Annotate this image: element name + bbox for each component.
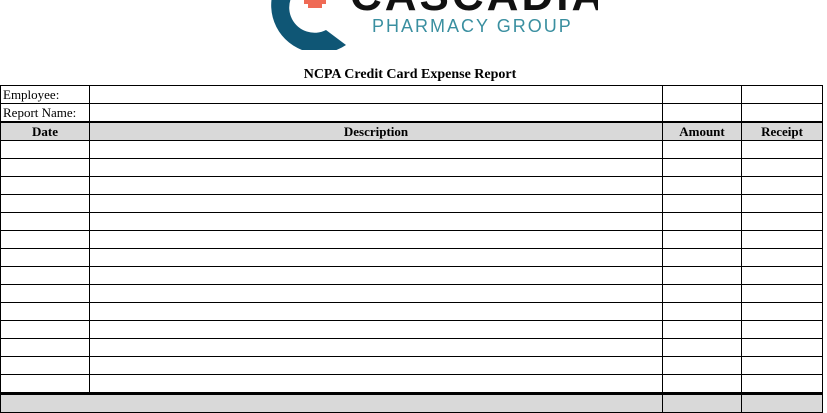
description-cell[interactable] (89, 248, 663, 267)
employee-extra-2[interactable] (741, 85, 823, 104)
description-cell[interactable] (89, 140, 663, 159)
table-row (0, 158, 823, 177)
date-cell[interactable] (0, 266, 90, 285)
date-cell[interactable] (0, 284, 90, 303)
receipt-cell[interactable] (741, 248, 823, 267)
description-cell[interactable] (89, 158, 663, 177)
date-cell[interactable] (0, 302, 90, 321)
table-row (0, 248, 823, 267)
description-cell[interactable] (89, 176, 663, 195)
report-name-row: Report Name: (0, 103, 823, 123)
description-cell[interactable] (89, 356, 663, 375)
receipt-cell[interactable] (741, 374, 823, 394)
receipt-cell[interactable] (741, 140, 823, 159)
date-cell[interactable] (0, 140, 90, 159)
table-row (0, 266, 823, 285)
col-receipt: Receipt (741, 121, 823, 141)
date-cell[interactable] (0, 356, 90, 375)
amount-cell[interactable] (662, 158, 742, 177)
receipt-cell[interactable] (741, 338, 823, 357)
date-cell[interactable] (0, 176, 90, 195)
amount-cell[interactable] (662, 284, 742, 303)
total-amount-cell (662, 392, 742, 413)
receipt-cell[interactable] (741, 266, 823, 285)
description-cell[interactable] (89, 338, 663, 357)
table-row (0, 194, 823, 213)
total-row (0, 392, 823, 413)
amount-cell[interactable] (662, 266, 742, 285)
employee-row: Employee: (0, 85, 823, 104)
amount-cell[interactable] (662, 248, 742, 267)
expense-table: Employee: Report Name: Date Description … (0, 85, 823, 413)
table-row (0, 212, 823, 231)
total-label-cell (0, 392, 663, 413)
amount-cell[interactable] (662, 320, 742, 339)
total-receipt-cell (741, 392, 823, 413)
description-cell[interactable] (89, 320, 663, 339)
table-row (0, 176, 823, 195)
amount-cell[interactable] (662, 338, 742, 357)
table-row (0, 302, 823, 321)
receipt-cell[interactable] (741, 284, 823, 303)
receipt-cell[interactable] (741, 158, 823, 177)
report-name-extra-2[interactable] (741, 103, 823, 123)
date-cell[interactable] (0, 230, 90, 249)
date-cell[interactable] (0, 374, 90, 394)
amount-cell[interactable] (662, 176, 742, 195)
description-cell[interactable] (89, 302, 663, 321)
date-cell[interactable] (0, 194, 90, 213)
report-title: NCPA Credit Card Expense Report (303, 67, 517, 82)
description-cell[interactable] (89, 212, 663, 231)
cascadia-logo: CASCADIA PHARMACY GROUP (258, 0, 598, 50)
table-row (0, 230, 823, 249)
employee-input[interactable] (89, 85, 663, 104)
table-row (0, 356, 823, 375)
amount-cell[interactable] (662, 374, 742, 394)
date-cell[interactable] (0, 212, 90, 231)
table-row (0, 338, 823, 357)
table-row (0, 284, 823, 303)
col-date: Date (0, 121, 90, 141)
amount-cell[interactable] (662, 230, 742, 249)
report-name-extra-1[interactable] (662, 103, 742, 123)
employee-extra-1[interactable] (662, 85, 742, 104)
header-row: Date Description Amount Receipt (0, 121, 823, 141)
date-cell[interactable] (0, 338, 90, 357)
receipt-cell[interactable] (741, 212, 823, 231)
table-row (0, 140, 823, 159)
report-name-label: Report Name: (0, 103, 90, 123)
description-cell[interactable] (89, 266, 663, 285)
logo-brand-text: CASCADIA (350, 0, 598, 18)
amount-cell[interactable] (662, 356, 742, 375)
col-amount: Amount (662, 121, 742, 141)
description-cell[interactable] (89, 374, 663, 394)
receipt-cell[interactable] (741, 194, 823, 213)
logo-mark-icon (271, 0, 346, 50)
employee-label: Employee: (0, 85, 90, 104)
date-cell[interactable] (0, 320, 90, 339)
description-cell[interactable] (89, 230, 663, 249)
table-row (0, 374, 823, 394)
receipt-cell[interactable] (741, 302, 823, 321)
amount-cell[interactable] (662, 140, 742, 159)
receipt-cell[interactable] (741, 176, 823, 195)
table-row (0, 320, 823, 339)
logo-subtitle: PHARMACY GROUP (372, 16, 573, 36)
description-cell[interactable] (89, 194, 663, 213)
description-cell[interactable] (89, 284, 663, 303)
date-cell[interactable] (0, 248, 90, 267)
amount-cell[interactable] (662, 212, 742, 231)
amount-cell[interactable] (662, 194, 742, 213)
receipt-cell[interactable] (741, 320, 823, 339)
receipt-cell[interactable] (741, 356, 823, 375)
report-name-input[interactable] (89, 103, 663, 123)
amount-cell[interactable] (662, 302, 742, 321)
date-cell[interactable] (0, 158, 90, 177)
col-description: Description (89, 121, 663, 141)
receipt-cell[interactable] (741, 230, 823, 249)
